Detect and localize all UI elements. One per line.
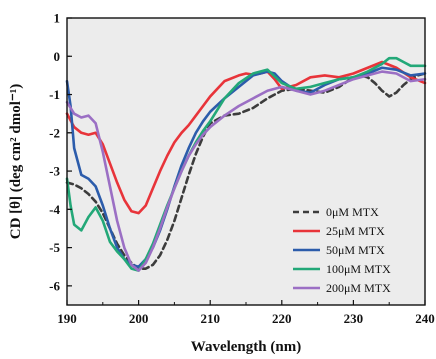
series-line-3 [65, 56, 427, 272]
legend-label: 50μM MTX [326, 243, 385, 257]
x-tick-label: 200 [129, 311, 149, 326]
y-tick-label: 1 [54, 11, 61, 26]
x-tick-label: 240 [415, 311, 435, 326]
x-tick-label: 190 [57, 311, 77, 326]
y-tick-label: -3 [49, 164, 60, 179]
x-axis: 190 200 210 220 230 240 [57, 300, 435, 326]
y-tick-label: -1 [49, 87, 60, 102]
legend: 0μM MTX 25μM MTX 50μM MTX 100μM MTX 200μM MT… [293, 205, 391, 295]
x-axis-title: Wavelength (nm) [191, 339, 301, 355]
legend-label: 100μM MTX [326, 262, 391, 276]
series-line-4 [65, 70, 427, 272]
y-axis-title: CD [θ] (deg cm² dmol⁻¹) [8, 84, 24, 240]
y-tick-label: -6 [49, 278, 60, 293]
y-axis: -6 -5 -4 -3 -2 -1 0 1 [49, 11, 72, 293]
legend-label: 200μM MTX [326, 281, 391, 295]
legend-label: 0μM MTX [326, 205, 379, 219]
y-tick-label: -2 [49, 125, 60, 140]
y-tick-label: -5 [49, 240, 60, 255]
series-group [65, 56, 427, 272]
x-tick-label: 210 [200, 311, 220, 326]
series-line-1 [65, 60, 427, 215]
x-tick-label: 220 [272, 311, 292, 326]
legend-label: 25μM MTX [326, 224, 385, 238]
y-tick-label: 0 [54, 49, 61, 64]
y-tick-label: -4 [49, 202, 60, 217]
x-tick-label: 230 [344, 311, 364, 326]
